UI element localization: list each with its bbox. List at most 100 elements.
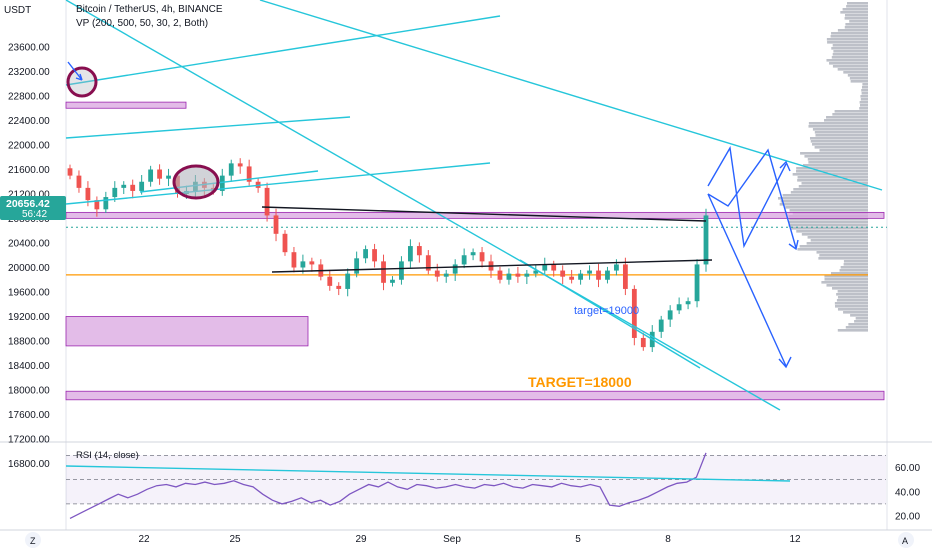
time-tick-label: 22 bbox=[138, 534, 150, 545]
target-big-label: TARGET=18000 bbox=[528, 374, 632, 390]
target-small-label: target=19000 bbox=[574, 305, 639, 317]
price-tick-label: 21600.00 bbox=[8, 165, 50, 176]
time-tick-label: 12 bbox=[789, 534, 801, 545]
price-tick-label: 18000.00 bbox=[8, 386, 50, 397]
candle-body bbox=[309, 261, 315, 265]
path-up-arrow bbox=[707, 145, 787, 249]
trendline-long-down bbox=[259, 0, 883, 191]
path-mid-arrow bbox=[707, 148, 797, 249]
candle-body bbox=[139, 181, 145, 191]
price-tick-label: 16800.00 bbox=[8, 459, 50, 470]
candle-body bbox=[237, 163, 243, 167]
arrowhead-down-icon bbox=[778, 356, 792, 369]
price-tick-label: 18400.00 bbox=[8, 361, 50, 372]
candle-body bbox=[667, 310, 673, 320]
candle-body bbox=[166, 175, 171, 179]
candle-body bbox=[363, 249, 369, 259]
candle-body bbox=[103, 197, 109, 210]
candle-body bbox=[506, 273, 512, 280]
price-tick-label: 21200.00 bbox=[8, 190, 50, 201]
triangle-lines bbox=[261, 206, 713, 273]
price-tick-label: 23600.00 bbox=[8, 43, 50, 54]
rsi-title[interactable]: RSI (14, close) bbox=[76, 450, 139, 461]
price-tick-label: 22400.00 bbox=[8, 116, 50, 127]
candle-body bbox=[246, 166, 252, 182]
time-tick-label: Sep bbox=[443, 534, 461, 545]
triangle-bottom-line bbox=[271, 259, 713, 273]
candle-body bbox=[479, 252, 485, 262]
arrowhead-up-icon bbox=[779, 160, 791, 172]
projection-arrows bbox=[707, 145, 799, 369]
price-pane[interactable] bbox=[0, 0, 887, 442]
price-tick-label: 23200.00 bbox=[8, 67, 50, 78]
svg-text:Z: Z bbox=[30, 536, 36, 546]
price-tick-label: 18800.00 bbox=[8, 337, 50, 348]
price-tick-label: 20400.00 bbox=[8, 239, 50, 250]
trendline-channel-top bbox=[65, 116, 351, 139]
candle-body bbox=[336, 285, 342, 289]
candle-body bbox=[407, 246, 413, 262]
candle-body bbox=[470, 252, 476, 256]
zone-box bbox=[65, 101, 187, 109]
zone-box bbox=[65, 390, 885, 401]
price-tick-label: 22000.00 bbox=[8, 141, 50, 152]
candle-body bbox=[515, 273, 521, 277]
time-axis[interactable]: 22 25 29 Sep 5 8 12 bbox=[138, 534, 801, 545]
candle-body bbox=[551, 264, 557, 271]
auto-scale-button[interactable]: A bbox=[898, 532, 914, 548]
candle-body bbox=[76, 175, 82, 188]
price-tick-label: 17600.00 bbox=[8, 410, 50, 421]
trendline-mid bbox=[139, 170, 319, 193]
highlight-circles bbox=[66, 66, 220, 200]
candle-body bbox=[130, 184, 136, 191]
price-tick-label: 19600.00 bbox=[8, 288, 50, 299]
candle-body bbox=[578, 273, 583, 280]
candle-body bbox=[291, 252, 297, 268]
candle-body bbox=[282, 233, 288, 253]
candle-body bbox=[121, 184, 127, 188]
path-down-arrow bbox=[707, 193, 787, 367]
candle-body bbox=[694, 264, 700, 302]
candle-body bbox=[219, 175, 225, 191]
small-arrow-icon bbox=[67, 61, 83, 81]
candle-body bbox=[443, 273, 449, 277]
trendline-channel-bottom bbox=[65, 162, 491, 205]
candle-body bbox=[676, 304, 682, 311]
svg-text:A: A bbox=[902, 536, 908, 546]
rsi-pane[interactable]: 60.00 40.00 20.00 bbox=[65, 452, 920, 523]
price-badge: 20656.42 56:42 bbox=[0, 196, 66, 220]
candle-body bbox=[157, 169, 162, 179]
candle-body bbox=[228, 163, 234, 176]
currency-label: USDT bbox=[4, 5, 31, 16]
candle-body bbox=[416, 246, 422, 256]
indicator-label[interactable]: VP (200, 500, 50, 30, 2, Both) bbox=[76, 18, 208, 29]
candle-body bbox=[622, 264, 628, 289]
candle-body bbox=[345, 273, 351, 289]
candle-body bbox=[264, 187, 270, 216]
candle-body bbox=[569, 276, 575, 280]
candle-body bbox=[658, 319, 664, 332]
rsi-tick-label: 60.00 bbox=[895, 463, 920, 474]
price-tick-label: 20000.00 bbox=[8, 263, 50, 274]
candle-body bbox=[497, 270, 503, 280]
zone-box bbox=[65, 316, 309, 347]
candlestick-series bbox=[67, 158, 709, 353]
price-badge-value: 20656.42 bbox=[6, 198, 50, 210]
candle-body bbox=[703, 215, 709, 265]
candle-body bbox=[605, 270, 610, 280]
candle-body bbox=[560, 270, 566, 277]
timezone-left-button[interactable]: Z bbox=[25, 532, 41, 548]
price-badge-countdown: 56:42 bbox=[22, 209, 47, 220]
candle-body bbox=[327, 276, 333, 286]
candle-body bbox=[587, 270, 592, 274]
candle-body bbox=[148, 169, 154, 182]
rsi-line bbox=[69, 452, 707, 519]
rsi-tick-label: 40.00 bbox=[895, 487, 920, 498]
supply-demand-zones bbox=[65, 101, 885, 401]
chart-title[interactable]: Bitcoin / TetherUS, 4h, BINANCE bbox=[76, 4, 223, 15]
candle-body bbox=[533, 270, 539, 274]
trendline-steep-down bbox=[65, 0, 781, 411]
candle-body bbox=[390, 279, 395, 283]
candle-body bbox=[542, 264, 548, 271]
